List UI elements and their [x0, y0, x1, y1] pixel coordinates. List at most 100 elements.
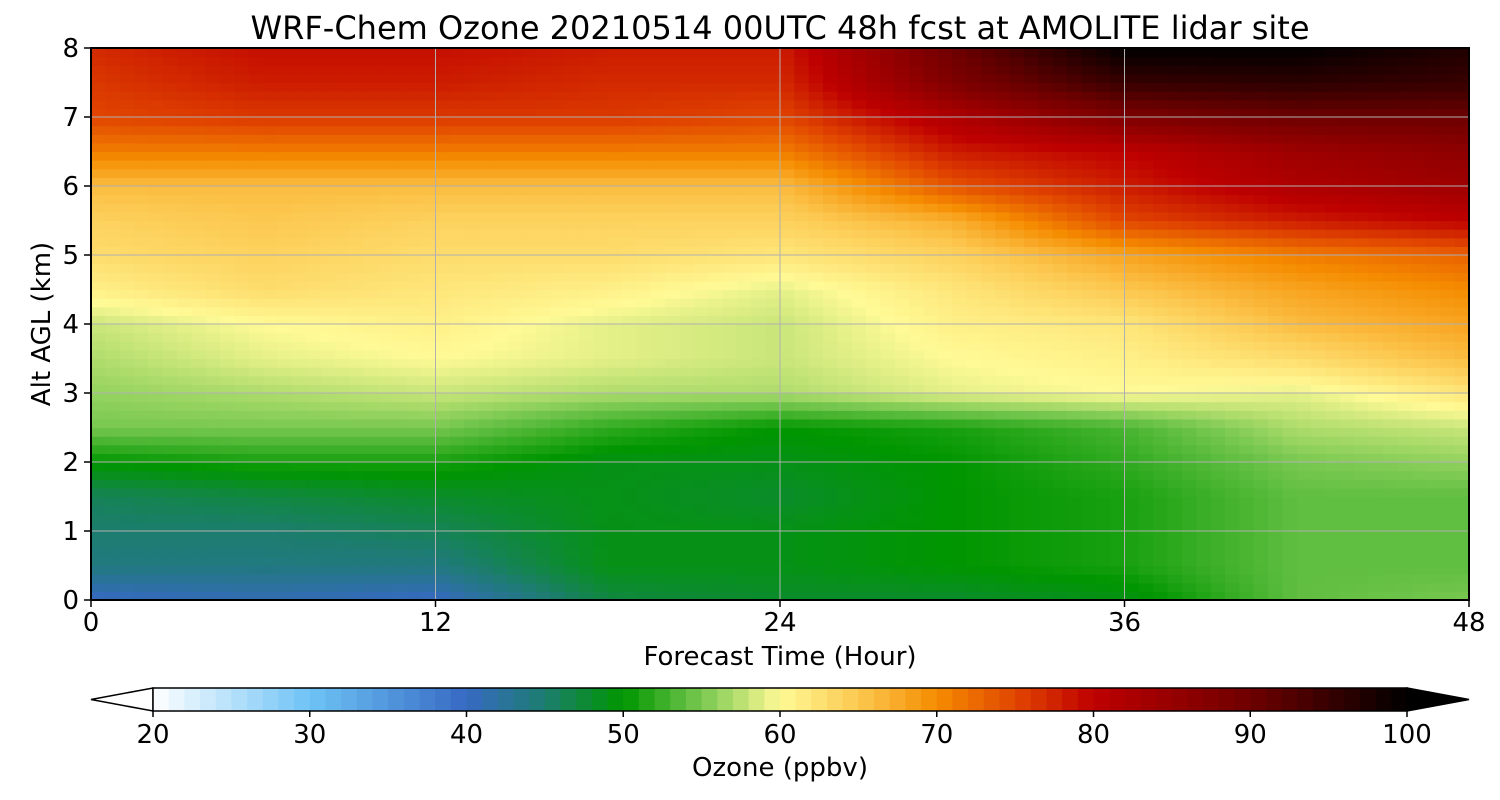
contour-cell	[880, 280, 896, 291]
contour-cell	[134, 160, 150, 170]
contour-cell	[923, 151, 939, 161]
contour-cell	[1181, 272, 1197, 282]
contour-cell	[349, 436, 365, 446]
contour-cell	[880, 591, 896, 600]
contour-cell	[1224, 479, 1240, 489]
contour-cell	[1382, 556, 1398, 567]
contour-cell	[507, 349, 523, 360]
contour-cell	[780, 229, 795, 239]
contour-cell	[851, 401, 867, 411]
contour-cell	[866, 556, 882, 567]
contour-cell	[1210, 255, 1226, 265]
contour-cell	[263, 160, 279, 170]
contour-cell	[995, 160, 1011, 170]
contour-cell	[679, 168, 695, 178]
contour-cell	[406, 324, 422, 334]
contour-cell	[1282, 306, 1298, 316]
contour-cell	[535, 582, 551, 592]
contour-cell	[1210, 539, 1226, 549]
contour-cell	[1296, 539, 1312, 549]
contour-cell	[751, 410, 767, 420]
contour-cell	[1311, 263, 1327, 273]
contour-cell	[1224, 470, 1240, 480]
contour-cell	[1024, 324, 1039, 334]
contour-cell	[1239, 522, 1255, 532]
contour-cell	[1224, 194, 1240, 204]
contour-cell	[177, 479, 193, 489]
contour-cell	[162, 401, 178, 411]
contour-cell	[808, 324, 824, 334]
contour-cell	[406, 349, 422, 360]
contour-cell	[248, 177, 264, 187]
contour-cell	[205, 186, 221, 196]
contour-cell	[980, 177, 996, 187]
contour-cell	[708, 280, 724, 291]
contour-cell	[823, 531, 839, 541]
contour-cell	[1009, 375, 1025, 385]
contour-cell	[1153, 418, 1169, 429]
contour-cell	[320, 341, 336, 351]
contour-cell	[1454, 513, 1469, 523]
contour-cell	[263, 332, 279, 342]
contour-cell	[636, 453, 652, 463]
contour-cell	[406, 565, 422, 575]
contour-cell	[1009, 591, 1025, 600]
contour-cell	[550, 401, 566, 411]
contour-cell	[363, 246, 379, 256]
contour-cell	[205, 341, 221, 351]
contour-cell	[837, 574, 853, 584]
contour-cell	[593, 487, 609, 498]
contour-cell	[134, 401, 150, 411]
contour-cell	[1110, 427, 1126, 437]
contour-cell	[478, 324, 494, 334]
contour-cell	[808, 418, 824, 429]
contour-cell	[363, 168, 379, 178]
contour-cell	[1153, 358, 1169, 368]
contour-cell	[593, 349, 609, 360]
contour-cell	[320, 522, 336, 532]
contour-cell	[894, 220, 910, 230]
contour-cell	[349, 289, 365, 299]
contour-cell	[205, 427, 221, 437]
contour-cell	[335, 556, 350, 567]
contour-cell	[521, 401, 537, 411]
contour-cell	[579, 427, 594, 437]
contour-cell	[1411, 324, 1427, 334]
contour-cell	[464, 298, 480, 308]
contour-cell	[980, 151, 996, 161]
contour-cell	[306, 393, 322, 403]
contour-cell	[823, 548, 839, 558]
contour-cell	[1339, 203, 1355, 213]
contour-cell	[1282, 505, 1298, 515]
contour-cell	[392, 548, 408, 558]
contour-cell	[220, 160, 236, 170]
contour-cell	[277, 332, 293, 342]
contour-cell	[1095, 565, 1111, 575]
contour-cell	[492, 393, 508, 403]
contour-cell	[823, 582, 839, 592]
contour-cell	[191, 531, 207, 541]
contour-cell	[1268, 229, 1283, 239]
contour-cell	[708, 349, 724, 360]
contour-cell	[1296, 263, 1312, 273]
contour-cell	[464, 367, 480, 377]
contour-cell	[1454, 375, 1469, 385]
contour-cell	[550, 531, 566, 541]
contour-cell	[1282, 324, 1298, 334]
contour-cell	[478, 341, 494, 351]
contour-cell	[693, 531, 709, 541]
contour-cell	[1138, 160, 1154, 170]
contour-cell	[1354, 194, 1370, 204]
contour-cell	[679, 272, 695, 282]
contour-cell	[1268, 203, 1283, 213]
contour-cell	[435, 341, 451, 351]
contour-cell	[1454, 255, 1469, 265]
contour-cell	[521, 479, 537, 489]
contour-cell	[679, 263, 695, 273]
contour-cell	[1239, 280, 1255, 291]
contour-cell	[1454, 470, 1469, 480]
contour-cell	[349, 444, 365, 454]
contour-cell	[1440, 298, 1456, 308]
contour-cell	[1425, 582, 1441, 592]
contour-cell	[1181, 539, 1197, 549]
